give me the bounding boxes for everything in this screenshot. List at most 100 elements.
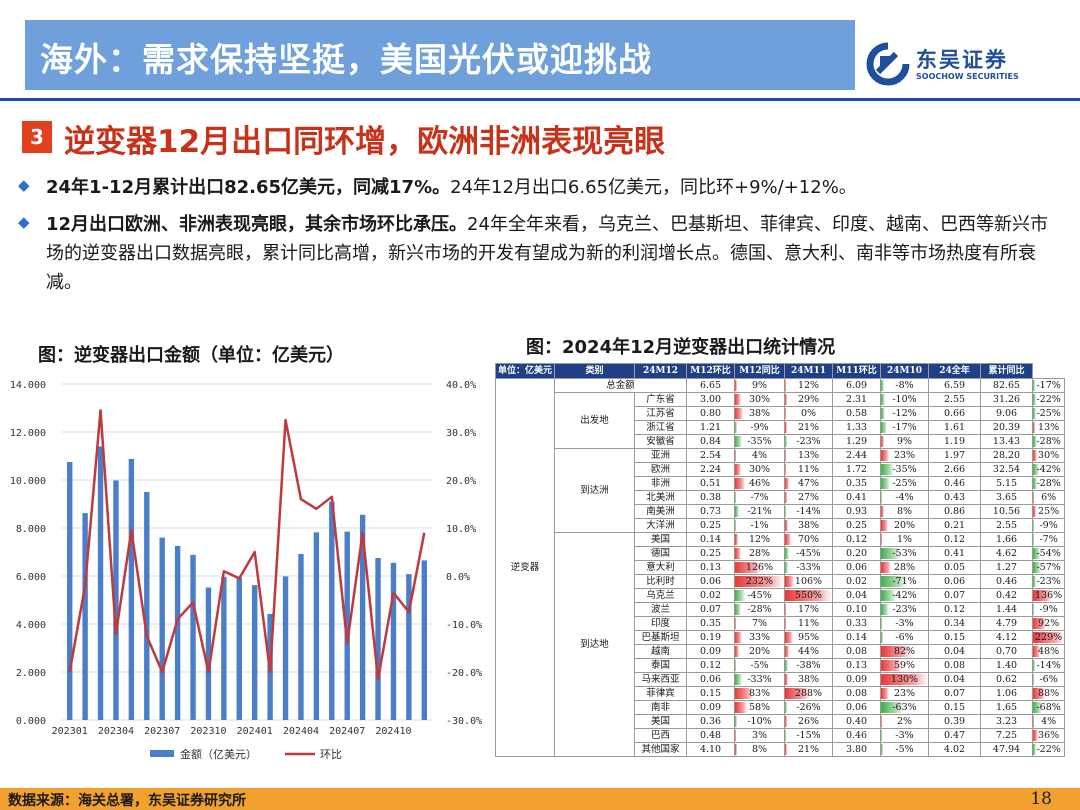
percent-cell: -10% bbox=[734, 714, 786, 729]
percent-cell: 92% bbox=[1032, 616, 1066, 631]
y-right-tick-label: 0.0% bbox=[446, 572, 470, 583]
table-row: 南非 0.09 58% -26% 0.06 -63% 0.15 1.65 -68% bbox=[496, 700, 1066, 715]
bar bbox=[298, 553, 304, 720]
bullet-1-bold: 24年1-12月累计出口82.65亿美元，同减17%。 bbox=[46, 177, 451, 198]
group-label-cell: 逆变器 bbox=[494, 378, 556, 757]
value-cell: 0.46 bbox=[980, 574, 1034, 589]
percent-cell: 26% bbox=[784, 714, 834, 729]
bar bbox=[190, 554, 196, 720]
value-cell: 0.12 bbox=[928, 532, 982, 547]
value-cell: 0.02 bbox=[832, 574, 882, 589]
databar-negative bbox=[785, 702, 788, 713]
table-row: 浙江省 1.21 -9% 21% 1.33 -17% 1.61 20.39 13% bbox=[496, 420, 1066, 435]
percent-cell: -23% bbox=[880, 602, 930, 617]
value-cell: 0.15 bbox=[928, 630, 982, 645]
chart-title: 图：逆变器出口金额（单位：亿美元） bbox=[38, 345, 344, 366]
x-tick-label: 202301 bbox=[52, 726, 88, 737]
databar-positive bbox=[735, 702, 748, 713]
value-cell: 0.47 bbox=[928, 728, 982, 743]
percent-cell: -15% bbox=[784, 728, 834, 743]
table-header-cell: M12环比 bbox=[686, 363, 736, 379]
value-cell: 0.09 bbox=[832, 672, 882, 687]
percent-cell: 23% bbox=[880, 448, 930, 463]
databar-negative bbox=[1033, 408, 1037, 419]
databar-negative bbox=[735, 492, 737, 503]
databar-positive bbox=[881, 646, 911, 657]
value-cell: 20.39 bbox=[980, 420, 1034, 435]
category-cell: 大洋洲 bbox=[634, 518, 688, 533]
y-right-tick-label: 20.0% bbox=[446, 476, 476, 487]
databar-positive bbox=[785, 450, 787, 461]
value-cell: 0.20 bbox=[832, 546, 882, 561]
value-cell: 3.23 bbox=[980, 714, 1034, 729]
percent-cell: -35% bbox=[734, 434, 786, 449]
table-row: 其他国家 4.10 8% 21% 3.80 -5% 4.02 47.94 -22% bbox=[496, 742, 1066, 757]
y-left-tick-label: 0.000 bbox=[16, 716, 46, 727]
databar-positive bbox=[735, 632, 742, 643]
category-cell: 欧洲 bbox=[634, 462, 688, 477]
percent-cell: 550% bbox=[784, 588, 834, 603]
databar-negative bbox=[881, 590, 897, 601]
bar bbox=[252, 585, 258, 720]
databar-positive bbox=[785, 394, 788, 405]
value-cell: 6.09 bbox=[832, 378, 882, 393]
percent-cell: -1% bbox=[734, 518, 786, 533]
table-row: 逆变器 总金额 6.65 9% 12% 6.09 -8% 6.59 82.65 -17% bbox=[494, 378, 1066, 757]
percent-cell: 21% bbox=[784, 420, 834, 435]
databar-positive bbox=[881, 506, 884, 517]
databar-negative bbox=[881, 380, 884, 391]
databar-positive bbox=[785, 716, 788, 727]
databar-negative bbox=[785, 730, 787, 741]
percent-cell: -6% bbox=[1032, 672, 1066, 687]
bar bbox=[205, 587, 212, 720]
databar-positive bbox=[735, 548, 741, 559]
percent-cell: 4% bbox=[1032, 714, 1066, 729]
percent-cell: 9% bbox=[734, 378, 786, 393]
value-cell: 0.58 bbox=[832, 406, 882, 421]
bar bbox=[329, 501, 335, 720]
bar bbox=[97, 446, 104, 720]
percent-cell: -4% bbox=[880, 490, 930, 505]
databar-negative bbox=[1033, 660, 1035, 671]
table-row: 江苏省 0.80 38% 0% 0.58 -12% 0.66 9.06 -25% bbox=[496, 406, 1066, 421]
value-cell: 0.25 bbox=[686, 546, 736, 561]
databar-negative bbox=[785, 562, 788, 573]
value-cell: 1.33 bbox=[832, 420, 882, 435]
category-cell: 广东省 bbox=[634, 392, 688, 407]
table-row: 非洲 0.51 46% 47% 0.35 -25% 0.46 5.15 -28% bbox=[496, 476, 1066, 491]
percent-cell: -71% bbox=[880, 574, 930, 589]
value-cell: 47.94 bbox=[980, 742, 1034, 757]
databar-positive bbox=[1033, 590, 1052, 601]
company-logo: 东吴证券 SOOCHOW SECURITIES bbox=[866, 42, 1066, 90]
bar bbox=[67, 462, 73, 720]
percent-cell: 1% bbox=[880, 532, 930, 547]
value-cell: 1.65 bbox=[980, 700, 1034, 715]
value-cell: 0.86 bbox=[928, 504, 982, 519]
percent-cell: 232% bbox=[734, 574, 786, 589]
databar-negative bbox=[735, 674, 742, 685]
value-cell: 10.56 bbox=[980, 504, 1034, 519]
databar-negative bbox=[735, 660, 737, 671]
subgroup-label-cell: 到达地 bbox=[554, 532, 636, 757]
value-cell: 6.59 bbox=[928, 378, 982, 393]
value-cell: 0.51 bbox=[686, 476, 736, 491]
value-cell: 0.10 bbox=[832, 602, 882, 617]
databar-positive bbox=[785, 674, 789, 685]
databar-negative bbox=[1033, 674, 1034, 685]
category-cell: 乌克兰 bbox=[634, 588, 688, 603]
percent-cell: -35% bbox=[880, 462, 930, 477]
y-left-tick-label: 2.000 bbox=[16, 668, 46, 679]
value-cell: 4.02 bbox=[928, 742, 982, 757]
legend-label-line: 环比 bbox=[320, 748, 342, 761]
value-cell: 2.55 bbox=[980, 518, 1034, 533]
percent-cell: -14% bbox=[1032, 658, 1066, 673]
table-row: 乌克兰 0.02 -45% 550% 0.04 -42% 0.07 0.42 136% bbox=[496, 588, 1066, 603]
value-cell: 2.31 bbox=[832, 392, 882, 407]
category-cell: 印度 bbox=[634, 616, 688, 631]
x-tick-label: 202307 bbox=[144, 726, 180, 737]
value-cell: 1.72 bbox=[832, 462, 882, 477]
percent-cell: 38% bbox=[734, 406, 786, 421]
value-cell: 0.80 bbox=[686, 406, 736, 421]
value-cell: 0.84 bbox=[686, 434, 736, 449]
bar bbox=[406, 574, 412, 720]
